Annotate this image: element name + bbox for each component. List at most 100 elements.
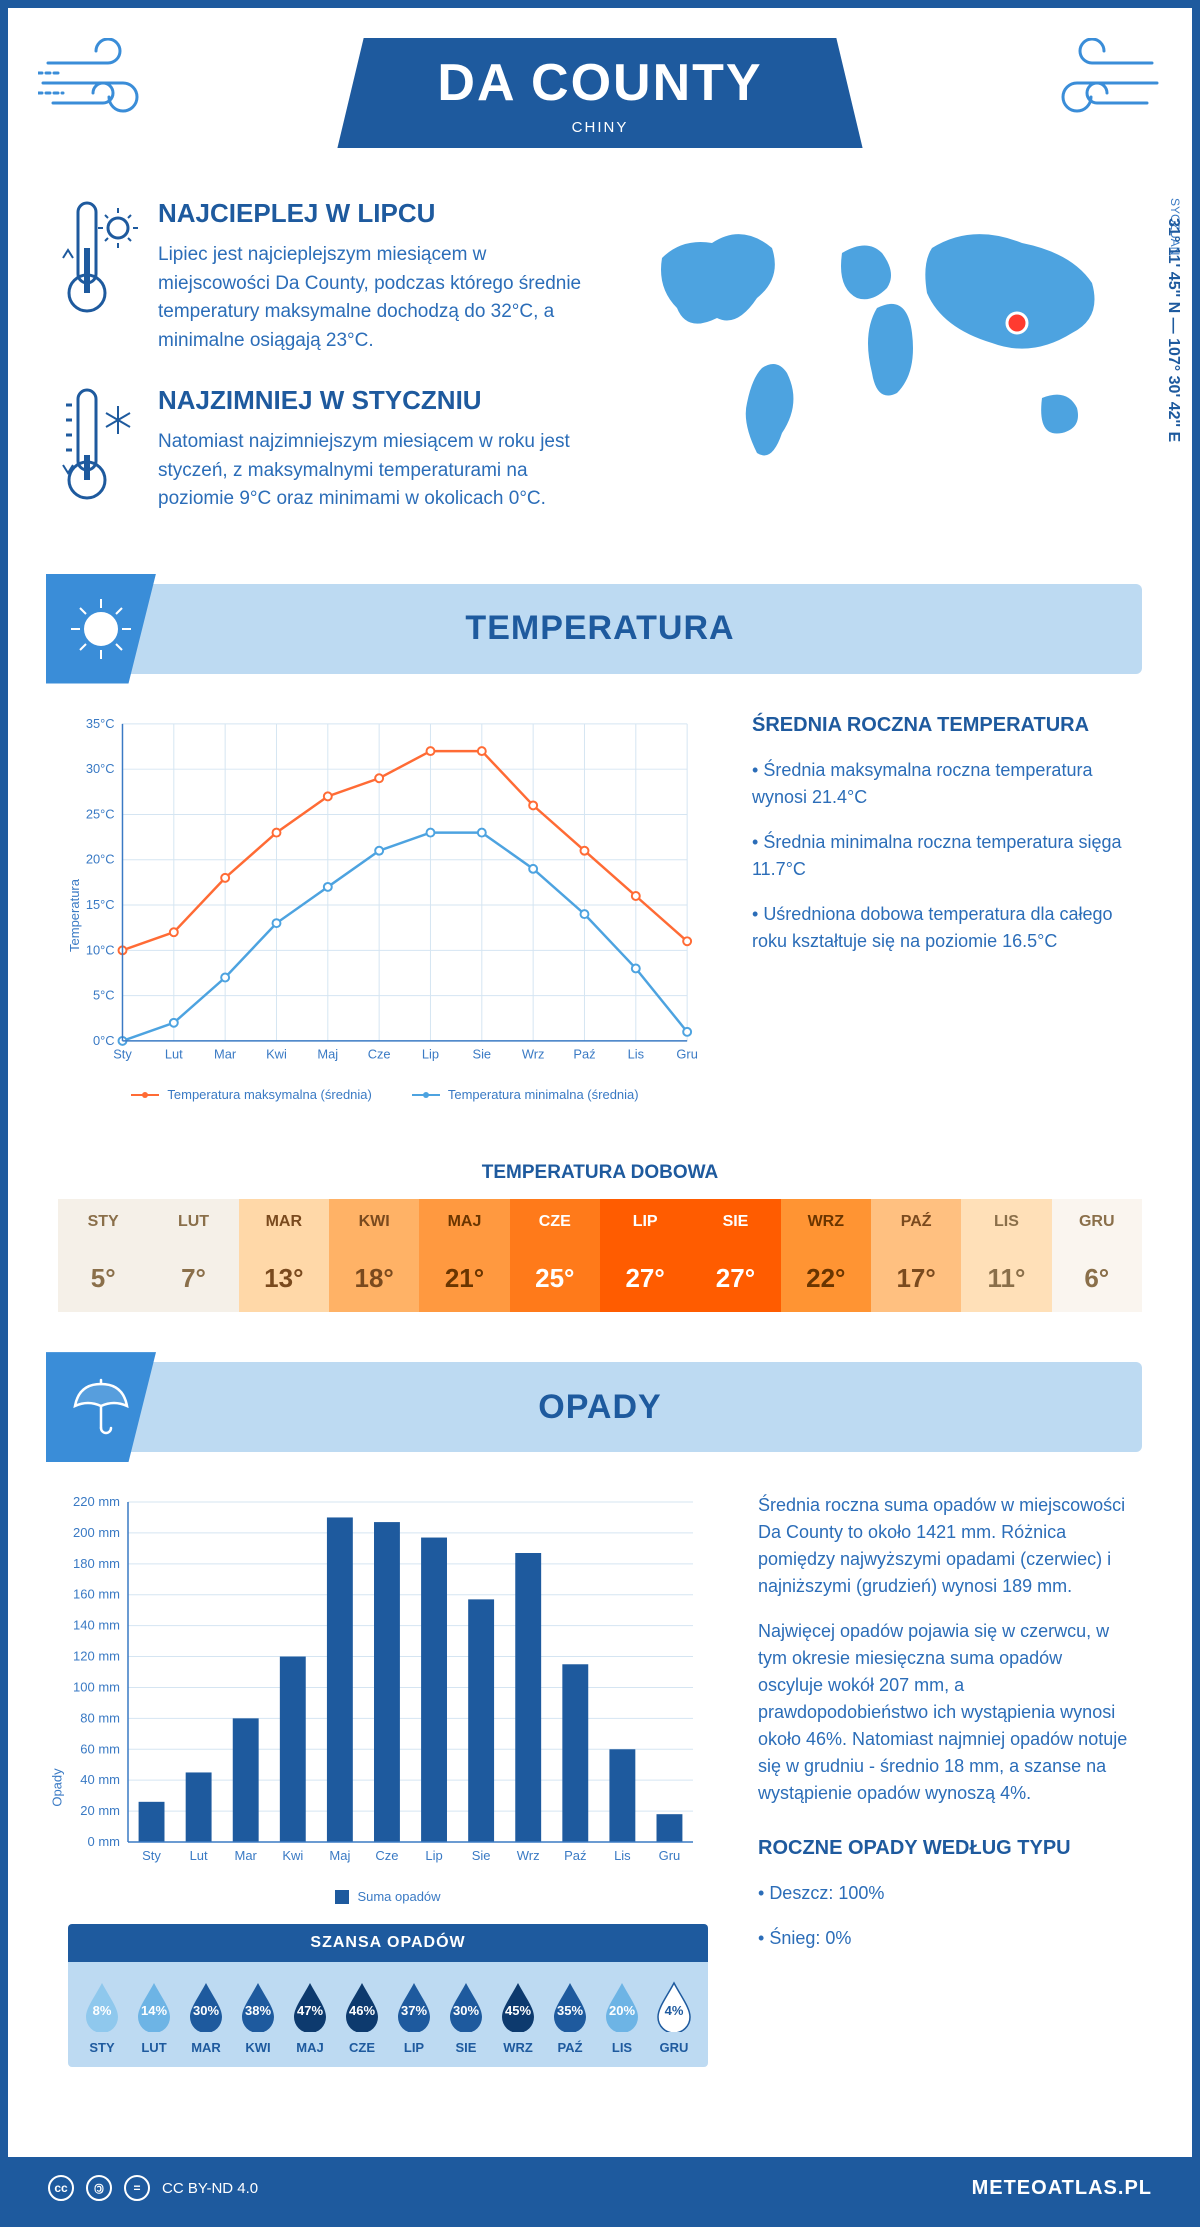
heat-month-cell: SIE [690, 1199, 780, 1245]
title-banner: DA COUNTY CHINY [337, 38, 862, 148]
heat-month-cell: PAŹ [871, 1199, 961, 1245]
section-title-temperature: TEMPERATURA [465, 609, 734, 648]
heat-month-cell: STY [58, 1199, 148, 1245]
svg-text:220 mm: 220 mm [73, 1494, 120, 1509]
svg-text:100 mm: 100 mm [73, 1680, 120, 1695]
cc-nd-icon: = [124, 2175, 150, 2201]
svg-text:Lis: Lis [628, 1046, 644, 1061]
cold-block: NAJZIMNIEJ W STYCZNIU Natomiast najzimni… [58, 385, 592, 514]
heat-value-cell: 6° [1052, 1245, 1142, 1312]
temperature-summary: ŚREDNIA ROCZNA TEMPERATURA Średnia maksy… [752, 714, 1132, 1103]
svg-text:120 mm: 120 mm [73, 1649, 120, 1664]
svg-text:160 mm: 160 mm [73, 1587, 120, 1602]
precip-chart-row: Opady 0 mm20 mm40 mm60 mm80 mm100 mm120 … [8, 1452, 1192, 2107]
rain-drop-cell: 37% LIP [388, 1980, 440, 2055]
rain-drop-icon: 47% [289, 1980, 331, 2032]
precip-type-bullet: Śnieg: 0% [758, 1925, 1132, 1952]
precip-chart-ylabel: Opady [50, 1768, 65, 1806]
svg-text:Mar: Mar [214, 1046, 237, 1061]
temperature-line-chart: 0°C5°C10°C15°C20°C25°C30°C35°CStyLutMarK… [68, 714, 702, 1071]
svg-text:Paź: Paź [573, 1046, 595, 1061]
precip-text-1: Średnia roczna suma opadów w miejscowośc… [758, 1492, 1132, 1600]
wind-icon [1032, 38, 1162, 133]
svg-text:25°C: 25°C [86, 806, 115, 821]
rain-drop-icon: 46% [341, 1980, 383, 2032]
rain-drop-icon: 20% [601, 1980, 643, 2032]
daily-temp-months-row: STYLUTMARKWIMAJCZELIPSIEWRZPAŹLISGRU [58, 1199, 1142, 1245]
hot-block: NAJCIEPLEJ W LIPCU Lipiec jest najcieple… [58, 198, 592, 355]
precip-type-title: ROCZNE OPADY WEDŁUG TYPU [758, 1837, 1132, 1860]
section-header-temperature: TEMPERATURA [58, 584, 1142, 674]
svg-text:Sty: Sty [142, 1848, 161, 1863]
precip-summary: Średnia roczna suma opadów w miejscowośc… [758, 1492, 1132, 2067]
legend-min-label: Temperatura minimalna (średnia) [448, 1087, 639, 1102]
svg-text:0 mm: 0 mm [88, 1834, 121, 1849]
world-map: SYCZUAN 31° 11' 45'' N — 107° 30' 42'' E [622, 198, 1142, 544]
heat-month-cell: LIS [961, 1199, 1051, 1245]
daily-temp-title: TEMPERATURA DOBOWA [8, 1162, 1192, 1184]
cold-title: NAJZIMNIEJ W STYCZNIU [158, 385, 592, 416]
svg-text:Maj: Maj [329, 1848, 350, 1863]
footer: cc 🄯 = CC BY-ND 4.0 METEOATLAS.PL [8, 2157, 1192, 2219]
rain-drop-cell: 20% LIS [596, 1980, 648, 2055]
thermometer-cold-icon [58, 385, 138, 514]
legend-precip-label: Suma opadów [357, 1889, 440, 1904]
svg-text:Lis: Lis [614, 1848, 631, 1863]
temp-summary-title: ŚREDNIA ROCZNA TEMPERATURA [752, 714, 1132, 737]
svg-text:30°C: 30°C [86, 761, 115, 776]
heat-month-cell: KWI [329, 1199, 419, 1245]
temp-chart-ylabel: Temperatura [67, 879, 82, 952]
wind-icon [38, 38, 168, 133]
heat-value-cell: 22° [781, 1245, 871, 1312]
temp-bullet: Średnia minimalna roczna temperatura się… [752, 829, 1132, 883]
svg-text:10°C: 10°C [86, 942, 115, 957]
heat-value-cell: 13° [239, 1245, 329, 1312]
hot-title: NAJCIEPLEJ W LIPCU [158, 198, 592, 229]
svg-text:Lut: Lut [190, 1848, 208, 1863]
svg-text:Gru: Gru [659, 1848, 681, 1863]
rain-drop-cell: 45% WRZ [492, 1980, 544, 2055]
temp-bullet: Uśredniona dobowa temperatura dla całego… [752, 901, 1132, 955]
precip-chart-legend: Suma opadów [68, 1889, 708, 1904]
rain-drop-cell: 14% LUT [128, 1980, 180, 2055]
heat-value-cell: 5° [58, 1245, 148, 1312]
svg-text:200 mm: 200 mm [73, 1525, 120, 1540]
cc-icon: cc [48, 2175, 74, 2201]
heat-value-cell: 21° [419, 1245, 509, 1312]
svg-text:0°C: 0°C [93, 1032, 115, 1047]
svg-text:Wrz: Wrz [522, 1046, 545, 1061]
rain-drop-cell: 47% MAJ [284, 1980, 336, 2055]
svg-text:Kwi: Kwi [282, 1848, 303, 1863]
rain-drop-cell: 4% GRU [648, 1980, 700, 2055]
temperature-chart-row: Temperatura 0°C5°C10°C15°C20°C25°C30°C35… [8, 674, 1192, 1143]
site-name: METEOATLAS.PL [972, 2177, 1152, 2200]
svg-text:60 mm: 60 mm [80, 1741, 120, 1756]
precip-text-2: Najwięcej opadów pojawia się w czerwcu, … [758, 1618, 1132, 1807]
section-title-precip: OPADY [538, 1388, 661, 1427]
heat-value-cell: 18° [329, 1245, 419, 1312]
rain-drop-icon: 38% [237, 1980, 279, 2032]
cold-text: Natomiast najzimniejszym miesiącem w rok… [158, 428, 592, 514]
svg-text:Kwi: Kwi [266, 1046, 287, 1061]
section-header-precip: OPADY [58, 1362, 1142, 1452]
temp-chart-legend: Temperatura maksymalna (średnia) Tempera… [68, 1087, 702, 1102]
rain-drop-icon: 45% [497, 1980, 539, 2032]
svg-text:20°C: 20°C [86, 851, 115, 866]
rain-drop-cell: 30% MAR [180, 1980, 232, 2055]
heat-month-cell: CZE [510, 1199, 600, 1245]
rain-drop-icon: 30% [185, 1980, 227, 2032]
heat-month-cell: WRZ [781, 1199, 871, 1245]
rain-drop-cell: 38% KWI [232, 1980, 284, 2055]
svg-text:40 mm: 40 mm [80, 1772, 120, 1787]
hot-text: Lipiec jest najcieplejszym miesiącem w m… [158, 241, 592, 355]
svg-text:Paź: Paź [564, 1848, 586, 1863]
svg-text:Sie: Sie [472, 1848, 491, 1863]
rain-drop-icon: 35% [549, 1980, 591, 2032]
svg-text:80 mm: 80 mm [80, 1710, 120, 1725]
svg-text:Cze: Cze [375, 1848, 398, 1863]
svg-text:15°C: 15°C [86, 897, 115, 912]
header: DA COUNTY CHINY [8, 8, 1192, 168]
heat-month-cell: MAR [239, 1199, 329, 1245]
rain-drop-cell: 8% STY [76, 1980, 128, 2055]
page-title: DA COUNTY [437, 53, 762, 113]
